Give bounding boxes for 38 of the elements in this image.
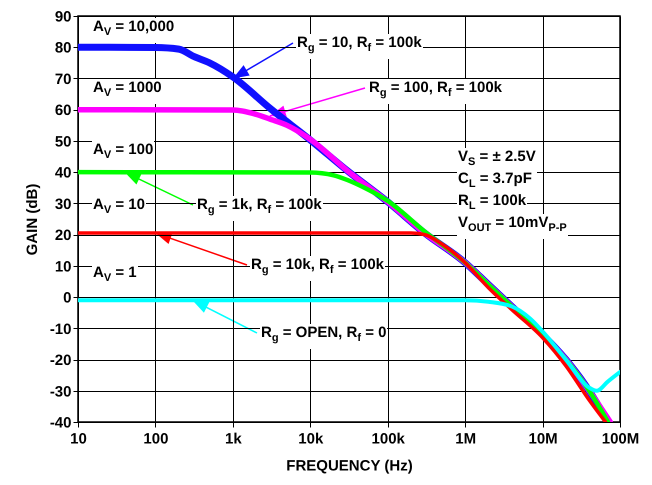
y-tick-label: 50: [54, 133, 72, 150]
x-tick-label: 100: [143, 430, 168, 448]
annotation: C$_{L}$ = 3.7pF: [458, 170, 532, 190]
y-tick-label: 80: [54, 40, 72, 57]
y-tick-label: 70: [54, 70, 72, 88]
annotation: V$_{OUT}$ = 10mV$_{P-P}$: [457, 214, 568, 239]
x-tick-label: 1M: [455, 430, 476, 448]
x-axis-title: FREQUENCY (Hz): [286, 458, 413, 474]
annotation: R$_{g}$ = 10, R$_{f}$ = 100k: [296, 34, 423, 59]
y-axis-title: GAIN (dB): [24, 184, 41, 256]
annotation: R$_{g}$ = 10k, R$_{f}$ = 100k: [250, 256, 386, 281]
x-tick-label: 100M: [602, 430, 640, 448]
x-tick-label: 10: [70, 430, 87, 448]
x-tick-label: 10k: [298, 430, 324, 448]
annotation: A$_{V}$ = 1000: [92, 79, 163, 104]
y-tick-label: 0: [63, 290, 72, 307]
y-tick-label: 60: [54, 102, 72, 120]
x-tick-label: 100k: [372, 430, 406, 448]
annotation: A$_{V}$ = 100: [92, 141, 154, 166]
y-tick-label: -40: [50, 414, 72, 432]
x-tick-label: 1k: [225, 430, 242, 448]
y-tick-label: 20: [54, 227, 72, 244]
y-tick-label: -20: [50, 352, 72, 370]
annotation: R$_{g}$ = OPEN, R$_{f}$ = 0: [260, 324, 388, 349]
y-tick-label: 30: [54, 196, 72, 213]
y-tick-label: 10: [54, 258, 72, 276]
x-tick-label: 10M: [528, 430, 558, 448]
annotation: R$_{L}$ = 100k: [458, 192, 526, 212]
annotation: R$_{g}$ = 1k, R$_{f}$ = 100k: [196, 196, 323, 221]
annotation: V$_{S}$ = ± 2.5V: [458, 148, 536, 168]
annotation: A$_{V}$ = 10,000: [92, 18, 176, 43]
annotation: R$_{g}$ = 100, R$_{f}$ = 100k: [368, 79, 504, 104]
y-tick-label: 90: [54, 8, 72, 26]
annotation: A$_{V}$ = 1: [92, 264, 138, 289]
y-tick-label: 40: [54, 164, 72, 182]
annotation: A$_{V}$ = 10: [92, 196, 146, 221]
y-tick-label: -30: [50, 383, 72, 400]
y-tick-label: -10: [50, 320, 72, 338]
